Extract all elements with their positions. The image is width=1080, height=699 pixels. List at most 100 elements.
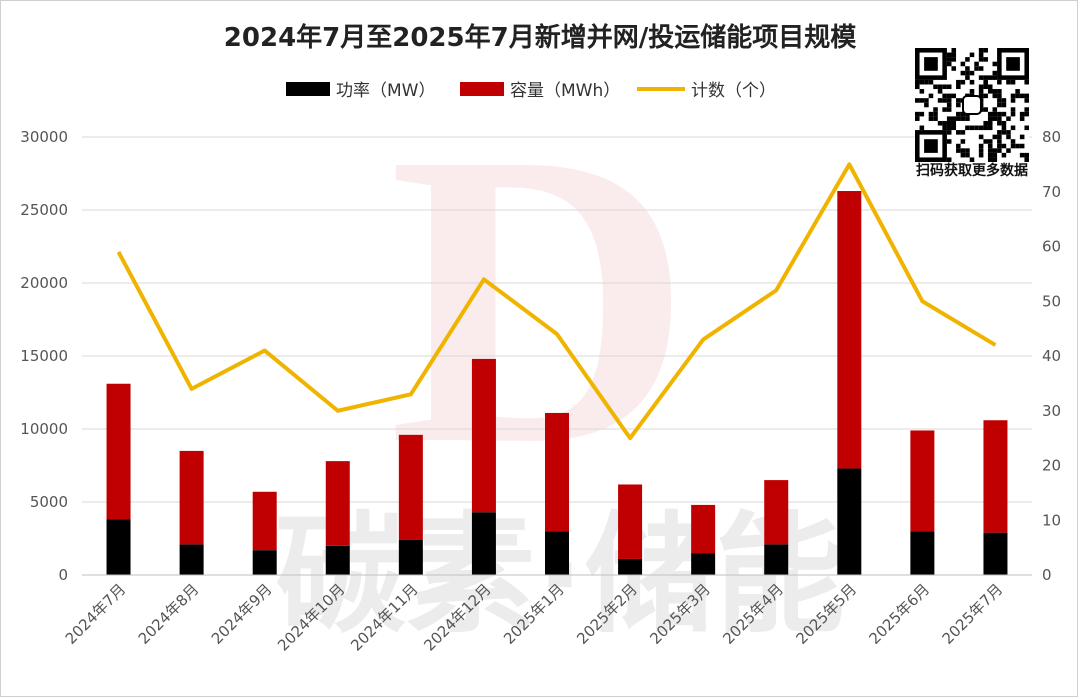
qr-module: [946, 120, 952, 126]
qr-module: [951, 66, 957, 71]
qr-module: [933, 111, 938, 117]
qr-module: [978, 134, 984, 140]
qr-module: [960, 79, 966, 85]
y-left-tick-label: 0: [58, 566, 68, 584]
qr-module: [992, 148, 998, 153]
qr-module: [1024, 152, 1029, 158]
qr-module: [997, 143, 1002, 149]
qr-module: [992, 111, 998, 117]
qr-module: [946, 102, 952, 108]
bar-capacity: [252, 491, 277, 551]
qr-module: [987, 148, 993, 153]
qr-module: [992, 157, 998, 162]
bar-power: [618, 558, 643, 575]
qr-module: [942, 125, 947, 131]
qr-module: [983, 84, 988, 90]
qr-module: [992, 107, 998, 112]
qr-module: [987, 125, 993, 131]
qr-module: [987, 139, 993, 144]
qr-module: [978, 66, 984, 71]
qr-module: [942, 120, 947, 126]
qr-module: [1001, 125, 1007, 131]
qr-module: [987, 116, 993, 121]
qr-module: [992, 116, 998, 121]
qr-module: [1019, 116, 1025, 121]
y-axis-left: 0 5000 10000 15000 20000 25000 30000: [20, 128, 68, 584]
qr-module: [1006, 134, 1011, 140]
qr-module: [1001, 143, 1007, 149]
qr-module: [992, 93, 998, 99]
qr-module: [997, 98, 1002, 103]
qr-module: [946, 61, 952, 67]
qr-module: [928, 111, 934, 117]
bar-capacity: [545, 412, 569, 532]
bar-power: [106, 519, 131, 575]
qr-module: [983, 107, 988, 112]
qr-caption: 扫码获取更多数据: [916, 162, 1028, 179]
legend-item: 功率（MW）: [286, 81, 435, 101]
qr-module: [969, 79, 975, 85]
qr-module: [978, 148, 984, 153]
bar-capacity: [691, 504, 716, 554]
x-tick-label: 2024年8月: [135, 580, 203, 648]
bar-power: [471, 512, 496, 575]
qr-module: [978, 84, 984, 90]
qr-module: [956, 111, 961, 117]
bar-capacity: [179, 450, 204, 545]
y-right-tick-label: 40: [1042, 347, 1061, 365]
qr-module: [997, 134, 1002, 140]
x-tick-label: 2024年7月: [62, 580, 130, 648]
qr-module: [915, 116, 920, 121]
qr-module: [942, 84, 947, 90]
bar-power: [252, 550, 277, 575]
qr-module: [978, 52, 984, 58]
bar-power: [179, 544, 204, 575]
qr-module: [937, 120, 943, 126]
bar-capacity: [983, 420, 1008, 533]
qr-module: [1015, 93, 1020, 99]
legend-label: 功率（MW）: [336, 81, 435, 101]
qr-module: [1006, 148, 1011, 153]
qr-module: [1010, 93, 1016, 99]
qr-module: [1006, 79, 1011, 85]
qr-module: [1024, 111, 1029, 117]
qr-module: [1024, 107, 1029, 112]
qr-module: [928, 116, 934, 121]
qr-module: [924, 79, 929, 85]
y-axis-right: 0 10 20 30 40 50 60 70 80: [1042, 128, 1061, 584]
qr-module: [928, 79, 934, 85]
qr-module: [1006, 130, 1011, 135]
qr-module: [1024, 79, 1029, 85]
qr-module: [919, 79, 925, 85]
qr-module: [965, 66, 970, 71]
bars: [106, 191, 1008, 575]
qr-module: [987, 75, 993, 80]
qr-module: [1024, 98, 1029, 103]
y-right-tick-label: 50: [1042, 292, 1061, 310]
qr-center-icon: [962, 95, 982, 115]
bar-capacity: [764, 480, 789, 545]
qr-code[interactable]: [915, 48, 1029, 162]
qr-module: [978, 57, 984, 62]
qr-module: [946, 84, 952, 90]
legend-label: 计数（个）: [691, 81, 776, 101]
qr-module: [1024, 157, 1029, 162]
qr-module: [960, 139, 966, 144]
qr-module: [997, 79, 1002, 85]
count-line-path: [116, 162, 997, 441]
legend-swatch: [460, 82, 504, 96]
legend-item: 容量（MWh）: [460, 81, 620, 101]
bar-capacity: [106, 383, 131, 520]
qr-module: [978, 125, 984, 131]
bar-capacity: [471, 358, 496, 513]
y-left-tick-label: 15000: [20, 347, 68, 365]
qr-module: [978, 93, 984, 99]
qr-module: [946, 93, 952, 99]
qr-module: [1024, 125, 1029, 131]
qr-module: [951, 57, 957, 62]
bar-capacity: [910, 430, 935, 532]
qr-module: [997, 130, 1002, 135]
qr-finder: [924, 139, 938, 153]
